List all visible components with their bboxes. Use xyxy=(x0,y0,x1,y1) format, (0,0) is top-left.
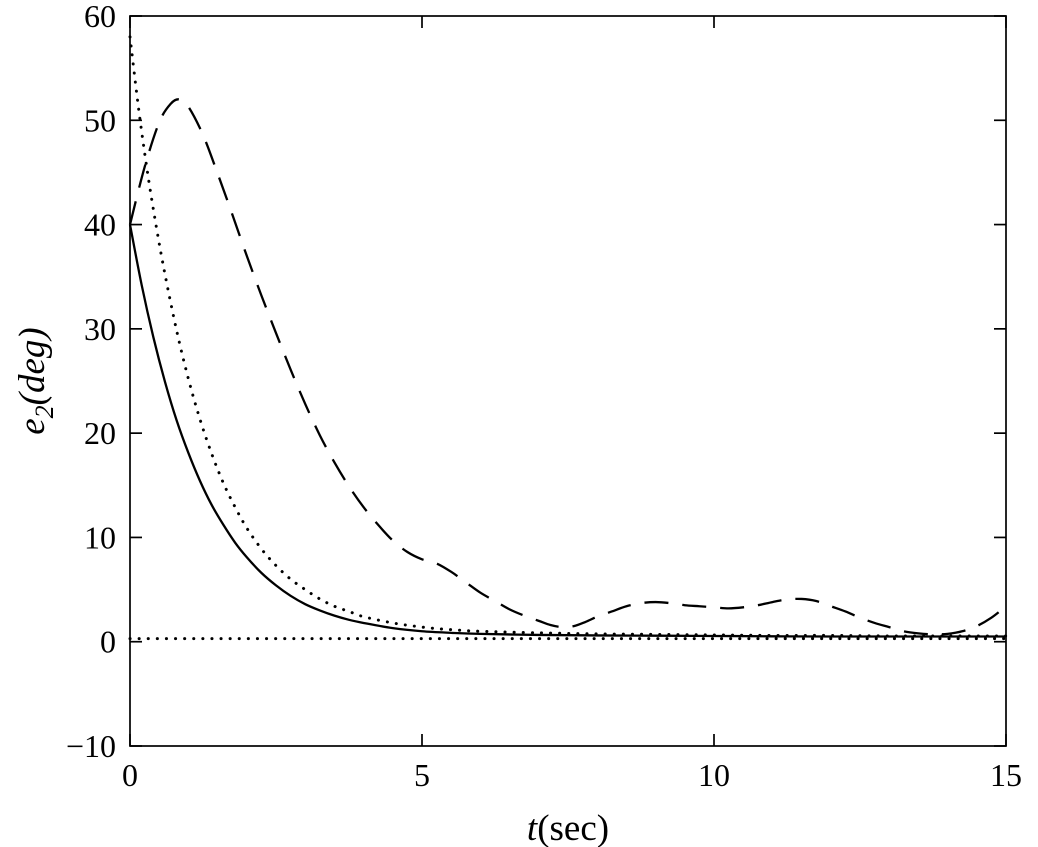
y-tick-label: 50 xyxy=(84,102,116,138)
y-tick-label: −10 xyxy=(66,728,116,764)
y-axis-label: e2(deg) xyxy=(12,327,59,435)
y-tick-label: 10 xyxy=(84,519,116,555)
series-solid-response xyxy=(128,224,1006,638)
series-dashed-response xyxy=(128,98,1007,636)
plot-frame xyxy=(129,15,1007,747)
y-tick-label: 60 xyxy=(84,0,116,34)
y-tick-label: 0 xyxy=(100,624,116,660)
x-tick-label: 5 xyxy=(414,757,430,793)
x-tick-label: 10 xyxy=(698,757,730,793)
x-tick-label: 0 xyxy=(122,757,138,793)
series-dotted-response xyxy=(128,35,1008,638)
y-tick-label: 30 xyxy=(84,311,116,347)
y-tick-label: 20 xyxy=(84,415,116,451)
x-tick-label: 15 xyxy=(990,757,1022,793)
y-tick-label: 40 xyxy=(84,207,116,243)
x-axis-label: t(sec) xyxy=(527,808,609,847)
